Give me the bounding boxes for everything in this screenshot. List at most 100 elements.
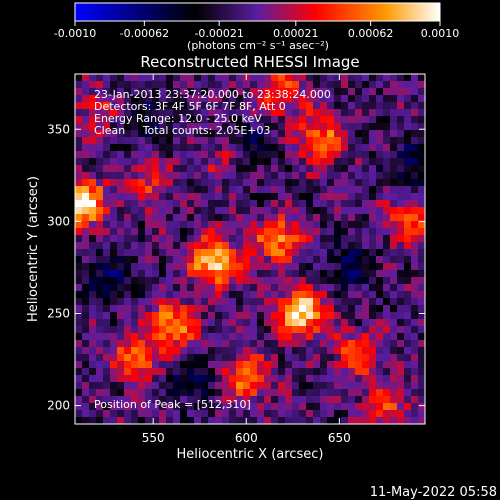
heatmap-cell [152, 214, 160, 222]
heatmap-cell [138, 186, 146, 194]
heatmap-cell [390, 242, 398, 250]
heatmap-cell [418, 179, 426, 187]
heatmap-cell [376, 410, 384, 418]
heatmap-cell [257, 242, 265, 250]
heatmap-cell [145, 291, 153, 299]
heatmap-cell [96, 151, 104, 159]
heatmap-cell [299, 95, 307, 103]
heatmap-cell [313, 130, 321, 138]
heatmap-cell [334, 88, 342, 96]
heatmap-cell [264, 179, 272, 187]
heatmap-cell [320, 221, 328, 229]
heatmap-cell [89, 74, 97, 82]
heatmap-cell [222, 319, 230, 327]
heatmap-cell [96, 312, 104, 320]
heatmap-cell [117, 109, 125, 117]
heatmap-cell [383, 242, 391, 250]
heatmap-cell [243, 319, 251, 327]
heatmap-cell [180, 361, 188, 369]
heatmap-cell [236, 137, 244, 145]
heatmap-cell [110, 375, 118, 383]
heatmap-cell [355, 291, 363, 299]
heatmap-cell [103, 396, 111, 404]
heatmap-cell [257, 165, 265, 173]
heatmap-cell [313, 116, 321, 124]
heatmap-cell [103, 256, 111, 264]
heatmap-cell [376, 347, 384, 355]
heatmap-cell [327, 179, 335, 187]
heatmap-cell [418, 277, 426, 285]
heatmap-cell [411, 88, 419, 96]
heatmap-cell [201, 207, 209, 215]
heatmap-cell [138, 109, 146, 117]
heatmap-cell [215, 74, 223, 82]
heatmap-cell [75, 116, 83, 124]
heatmap-cell [348, 158, 356, 166]
heatmap-cell [355, 228, 363, 236]
heatmap-cell [75, 291, 83, 299]
heatmap-cell [320, 137, 328, 145]
heatmap-cell [117, 333, 125, 341]
heatmap-cell [292, 228, 300, 236]
heatmap-cell [334, 326, 342, 334]
heatmap-cell [285, 291, 293, 299]
heatmap-cell [131, 417, 139, 425]
heatmap-cell [327, 354, 335, 362]
heatmap-cell [390, 263, 398, 271]
heatmap-cell [397, 389, 405, 397]
heatmap-cell [138, 123, 146, 131]
heatmap-cell [362, 214, 370, 222]
heatmap-cell [89, 158, 97, 166]
heatmap-cell [103, 158, 111, 166]
heatmap-cell [201, 270, 209, 278]
heatmap-cell [180, 291, 188, 299]
heatmap-cell [152, 207, 160, 215]
heatmap-cell [271, 249, 279, 257]
heatmap-cell [75, 389, 83, 397]
heatmap-cell [75, 137, 83, 145]
heatmap-cell [334, 347, 342, 355]
heatmap-cell [152, 130, 160, 138]
heatmap-cell [320, 95, 328, 103]
heatmap-cell [397, 396, 405, 404]
heatmap-cell [355, 102, 363, 110]
heatmap-cell [159, 116, 167, 124]
heatmap-cell [117, 277, 125, 285]
heatmap-cell [173, 74, 181, 82]
heatmap-cell [89, 396, 97, 404]
heatmap-cell [327, 144, 335, 152]
heatmap-cell [313, 158, 321, 166]
heatmap-cell [201, 137, 209, 145]
heatmap-cell [334, 151, 342, 159]
heatmap-cell [383, 102, 391, 110]
heatmap-cell [187, 137, 195, 145]
heatmap-cell [75, 410, 83, 418]
heatmap-cell [222, 228, 230, 236]
heatmap-cell [215, 368, 223, 376]
heatmap-cell [166, 298, 174, 306]
heatmap-cell [243, 144, 251, 152]
heatmap-cell [355, 179, 363, 187]
annotation-peak-position: Position of Peak = [512,310] [94, 398, 251, 411]
heatmap-cell [362, 333, 370, 341]
heatmap-cell [250, 249, 258, 257]
heatmap-cell [327, 298, 335, 306]
heatmap-cell [131, 298, 139, 306]
heatmap-cell [110, 326, 118, 334]
heatmap-cell [292, 319, 300, 327]
heatmap-cell [201, 263, 209, 271]
heatmap-cell [383, 172, 391, 180]
heatmap-cell [278, 123, 286, 131]
heatmap-cell [110, 144, 118, 152]
heatmap-cell [131, 333, 139, 341]
heatmap-cell [285, 116, 293, 124]
heatmap-cell [236, 312, 244, 320]
heatmap-cell [222, 130, 230, 138]
heatmap-cell [341, 130, 349, 138]
heatmap-cell [215, 137, 223, 145]
heatmap-cell [229, 403, 237, 411]
heatmap-cell [404, 186, 412, 194]
heatmap-cell [390, 207, 398, 215]
heatmap-cell [222, 410, 230, 418]
heatmap-cell [411, 186, 419, 194]
